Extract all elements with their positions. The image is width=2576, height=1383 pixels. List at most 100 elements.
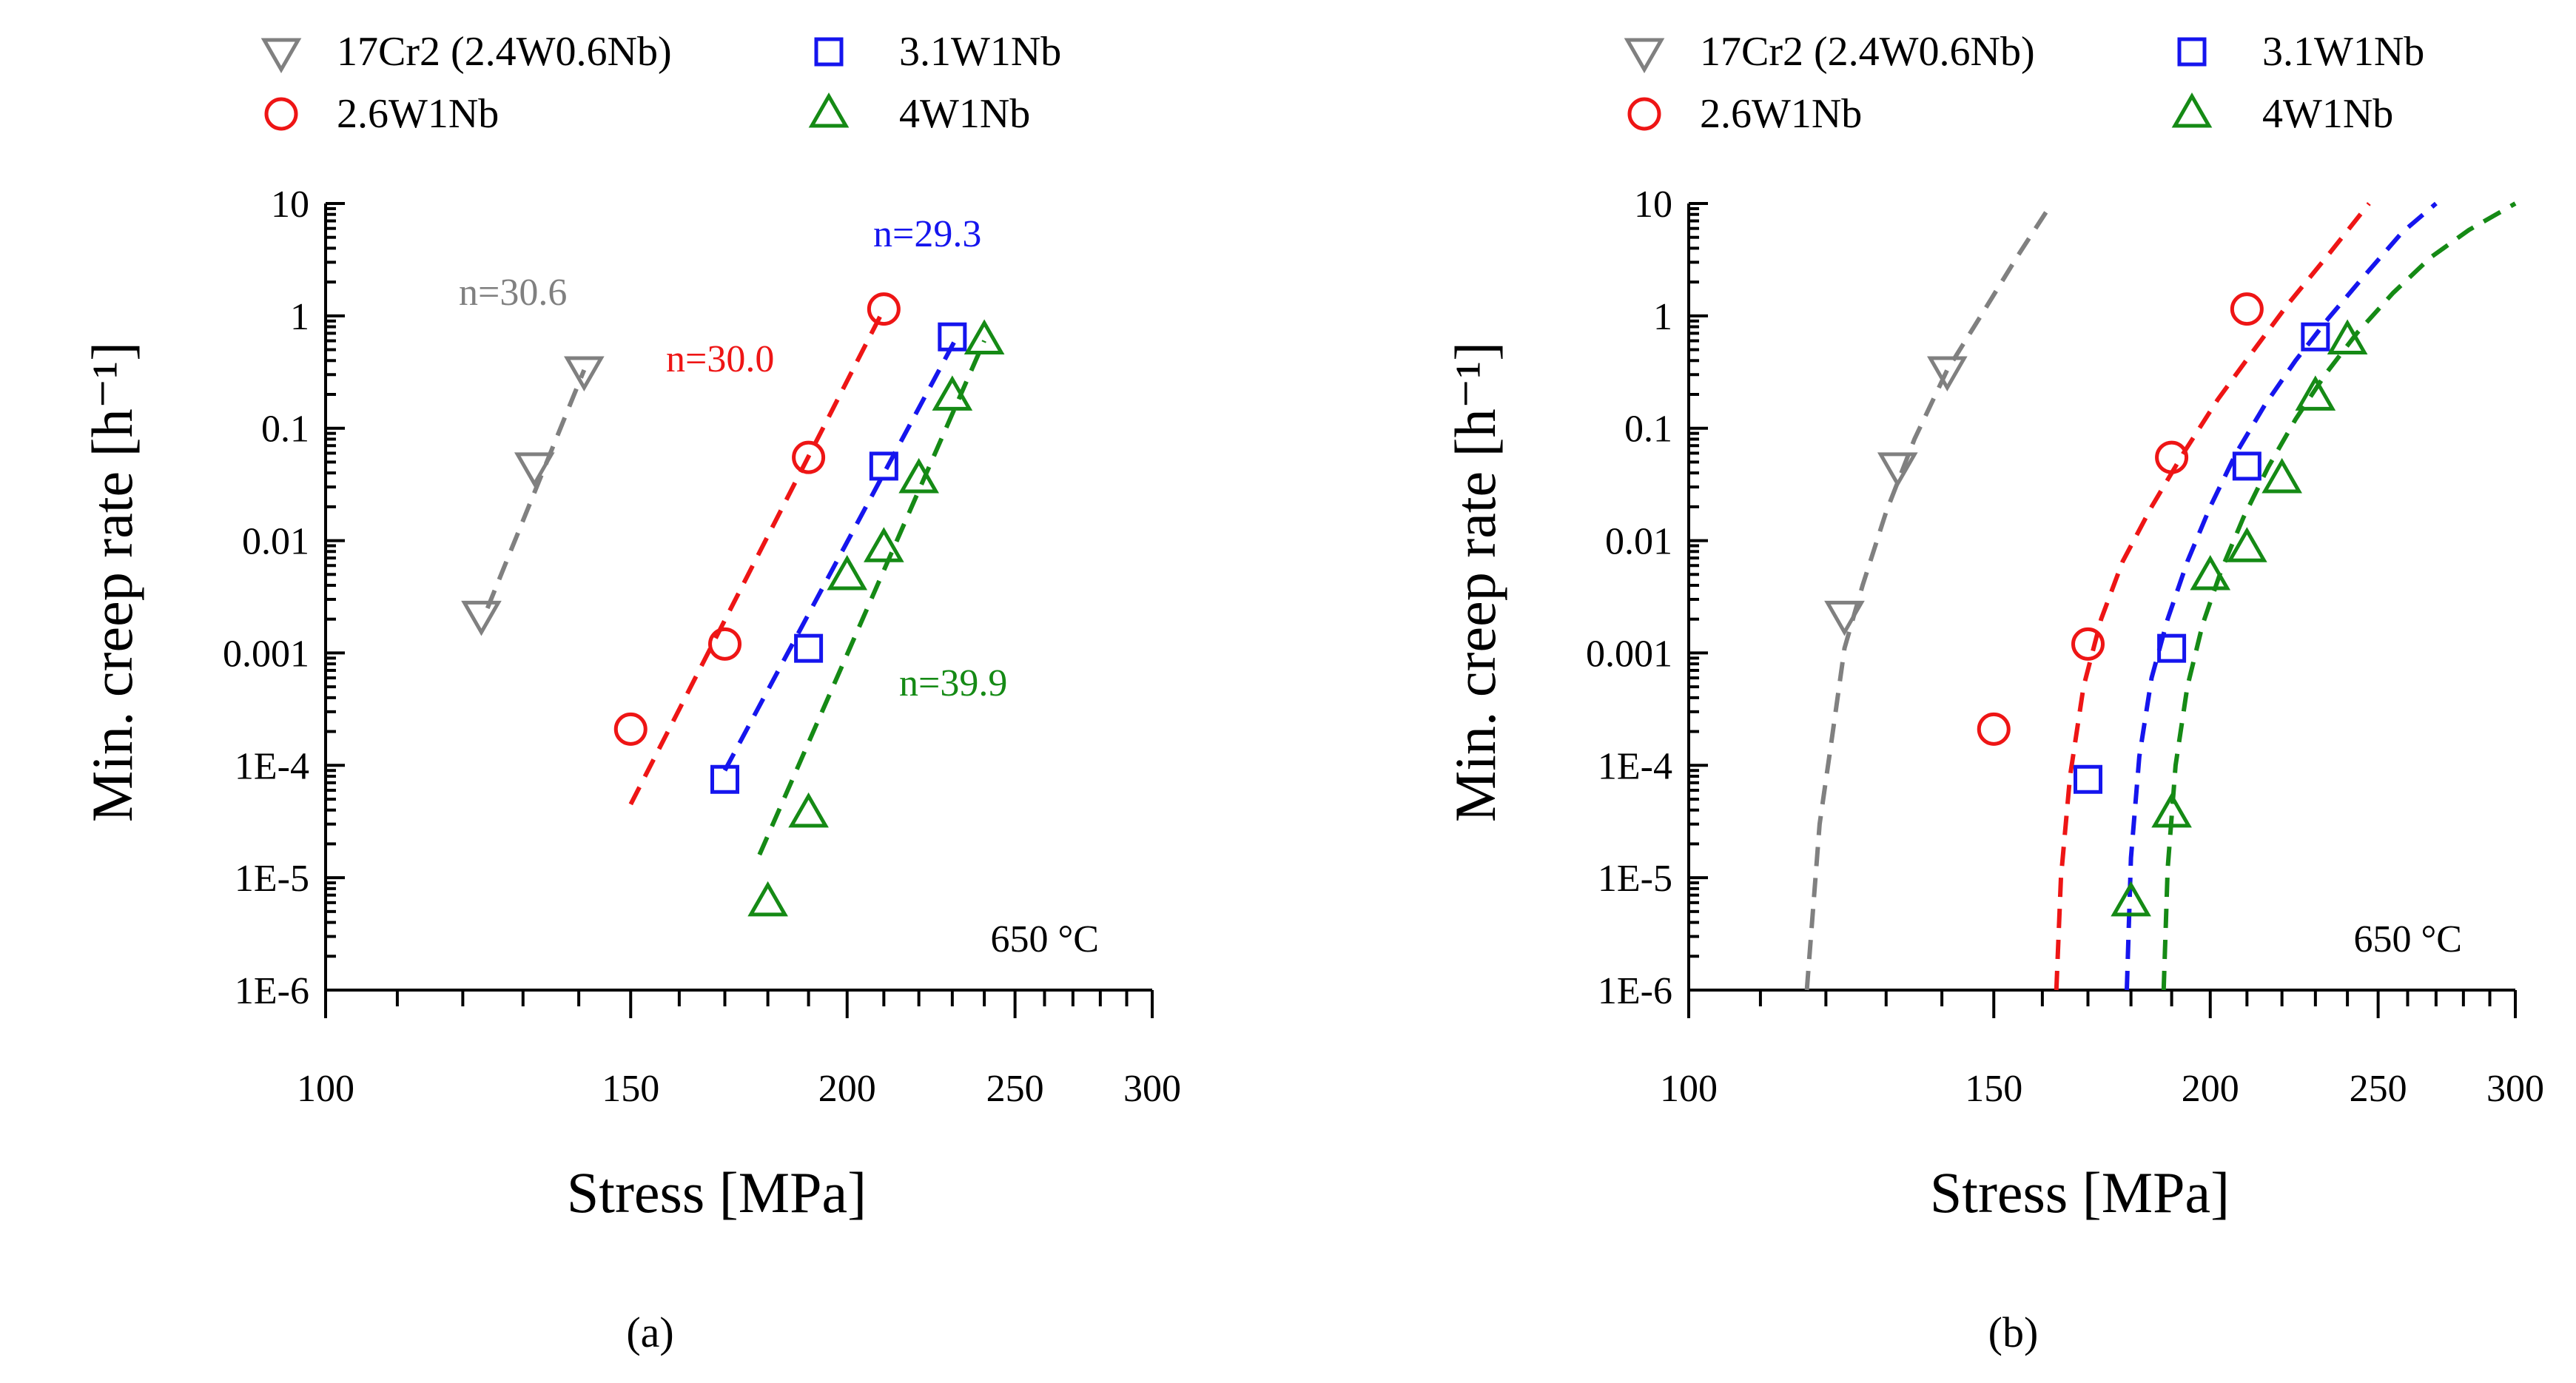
axes: 1E-6 1E-5 1E-4 0.001 0.01 0.1 1 10 100 150 200 250 3… <box>80 184 1181 1225</box>
series-2-6w1nb: n=30.0 <box>613 292 901 806</box>
y-tick-label: 1E-4 <box>235 745 309 787</box>
data-point <box>2111 881 2151 917</box>
fit-line <box>628 308 887 806</box>
data-point <box>938 322 967 351</box>
legend-label: 2.6W1Nb <box>1700 91 1862 137</box>
y-tick-label: 10 <box>271 184 309 226</box>
panel-label: (a) <box>626 1308 673 1356</box>
legend-marker <box>808 92 850 128</box>
x-tick-label: 200 <box>818 1068 876 1110</box>
series-3-1w1nb <box>2074 201 2438 991</box>
data-point <box>1977 712 2011 746</box>
fit-line <box>2054 202 2371 991</box>
data-point <box>2151 792 2192 828</box>
y-tick-label: 0.01 <box>242 521 309 563</box>
data-point <box>1824 600 1865 636</box>
x-tick-label: 150 <box>1965 1068 2022 1110</box>
legend-label: 17Cr2 (2.4W0.6Nb) <box>1700 29 2035 75</box>
legend-label: 4W1Nb <box>2262 91 2393 137</box>
fit-line <box>485 369 587 610</box>
panel-label: (b) <box>1988 1308 2039 1356</box>
y-tick-label: 1 <box>1653 296 1672 338</box>
fit-line <box>1804 202 2054 991</box>
series-3-1w1nb: n=29.3 <box>710 213 981 794</box>
data-point <box>864 527 904 562</box>
slope-annotation: n=29.3 <box>873 213 981 255</box>
data-point <box>898 457 939 494</box>
legend-label: 3.1W1Nb <box>2262 29 2424 75</box>
legend-marker <box>2171 92 2213 128</box>
legend-marker <box>2177 37 2207 67</box>
y-tick-label: 1E-6 <box>1598 970 1672 1012</box>
temperature-label: 650 °C <box>2354 918 2462 960</box>
series-17cr2-2-4w0-6nb-: n=30.6 <box>459 272 605 636</box>
legend-marker <box>1624 38 1665 74</box>
fit-line <box>2125 201 2438 991</box>
legend-label: 4W1Nb <box>899 91 1030 137</box>
x-axis-title: Stress [MPa] <box>1930 1160 2230 1225</box>
panel-a: 1E-6 1E-5 1E-4 0.001 0.01 0.1 1 10 100 150 200 250 3… <box>80 29 1181 1356</box>
data-point <box>461 600 502 636</box>
legend-marker <box>260 38 302 74</box>
x-tick-label: 100 <box>1660 1068 1718 1110</box>
y-tick-label: 1E-6 <box>235 970 309 1012</box>
data-point <box>2157 633 2187 663</box>
y-axis-title: Min. creep rate [h⁻¹] <box>1443 342 1507 822</box>
data-point <box>932 375 973 411</box>
data-point <box>708 627 742 661</box>
data-point <box>794 633 824 663</box>
legend-label: 2.6W1Nb <box>337 91 499 137</box>
fit-line <box>722 332 961 772</box>
data-point <box>788 792 829 828</box>
slope-annotation: n=39.9 <box>899 662 1007 704</box>
data-point <box>2232 451 2261 481</box>
x-tick-label: 200 <box>2182 1068 2239 1110</box>
x-tick-label: 250 <box>986 1068 1044 1110</box>
data-point <box>710 764 740 794</box>
y-tick-label: 1E-5 <box>1598 858 1672 900</box>
data-point <box>2327 319 2368 355</box>
x-tick-label: 300 <box>2486 1068 2544 1110</box>
data-point <box>2230 292 2264 326</box>
legend-label: 17Cr2 (2.4W0.6Nb) <box>337 29 672 75</box>
x-tick-label: 100 <box>297 1068 354 1110</box>
x-tick-label: 250 <box>2350 1068 2407 1110</box>
series-17cr2-2-4w0-6nb- <box>1804 202 2054 991</box>
legend-label: 3.1W1Nb <box>899 29 1061 75</box>
data-point <box>747 881 788 917</box>
legend-marker <box>814 37 844 67</box>
legend-marker <box>264 97 298 131</box>
data-point <box>792 440 826 474</box>
fit-line <box>2161 201 2517 991</box>
series-2-6w1nb <box>1977 202 2371 991</box>
data-point <box>827 554 868 590</box>
y-tick-label: 1E-4 <box>1598 745 1672 787</box>
y-tick-label: 0.01 <box>1605 521 1672 563</box>
x-axis-title: Stress [MPa] <box>567 1160 867 1225</box>
slope-annotation: n=30.6 <box>459 272 567 314</box>
y-tick-label: 0.001 <box>1586 633 1672 675</box>
data-point <box>514 452 555 488</box>
data-point <box>2301 322 2330 351</box>
y-tick-label: 0.001 <box>223 633 309 675</box>
data-point <box>2190 554 2231 590</box>
series-4w1nb <box>2111 201 2517 991</box>
legend: 17Cr2 (2.4W0.6Nb) 3.1W1Nb 2.6W1Nb 4W1Nb <box>260 29 1061 137</box>
axes: 1E-6 1E-5 1E-4 0.001 0.01 0.1 1 10 100 150 200 250 3… <box>1443 184 2544 1225</box>
data-point <box>564 356 605 391</box>
y-axis-title: Min. creep rate [h⁻¹] <box>80 342 144 822</box>
data-point <box>1877 452 1918 488</box>
temperature-label: 650 °C <box>991 918 1099 960</box>
panel-b: 1E-6 1E-5 1E-4 0.001 0.01 0.1 1 10 100 150 200 250 3… <box>1443 29 2544 1356</box>
data-point <box>869 451 898 481</box>
data-point <box>964 319 1005 355</box>
data-point <box>2295 375 2336 411</box>
data-point <box>613 712 648 746</box>
y-tick-label: 1 <box>290 296 309 338</box>
x-tick-label: 150 <box>602 1068 659 1110</box>
data-point <box>2155 440 2189 474</box>
legend-marker <box>1627 97 1661 131</box>
data-point <box>867 292 901 326</box>
slope-annotation: n=30.0 <box>666 338 774 380</box>
